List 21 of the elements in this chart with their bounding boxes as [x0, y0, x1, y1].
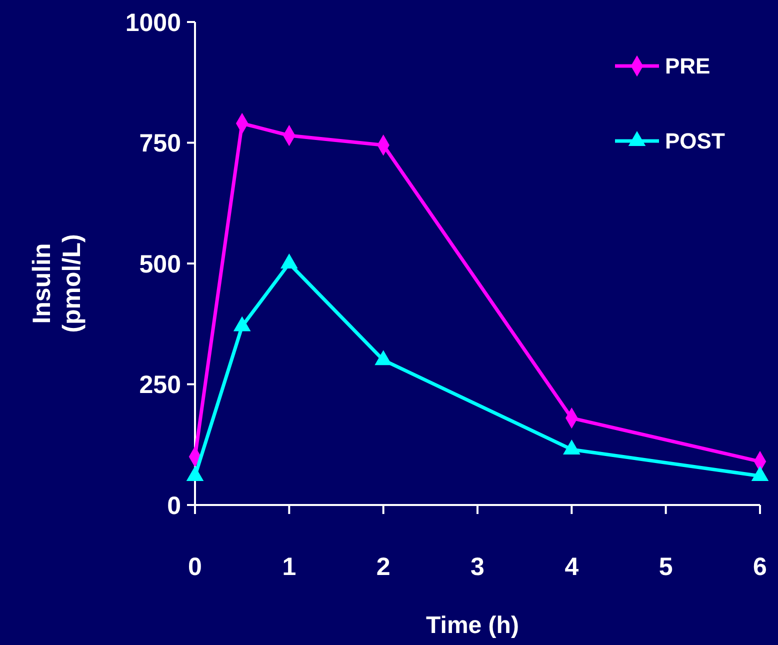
x-axis-title: Time (h) — [426, 612, 519, 639]
y-axis-title: Insulin (pmol/L) — [28, 234, 86, 333]
y-tick-label: 750 — [139, 130, 181, 158]
x-tick-label: 0 — [188, 553, 202, 581]
x-tick-label: 4 — [564, 553, 579, 581]
y-tick-label: 500 — [139, 250, 181, 278]
point — [374, 350, 392, 366]
y-tick-label: 250 — [139, 371, 181, 399]
point — [751, 466, 769, 482]
x-tick-label: 5 — [658, 553, 673, 581]
legend-label: PRE — [665, 54, 710, 79]
point — [186, 466, 204, 482]
point — [563, 439, 580, 454]
x-tick-label: 1 — [282, 553, 296, 581]
x-tick-label: 6 — [753, 553, 767, 581]
x-tick-label: 2 — [376, 553, 390, 581]
legend-label: POST — [665, 128, 726, 154]
x-tick-label: 3 — [470, 553, 484, 581]
point — [233, 316, 251, 332]
y-tick-label: 0 — [167, 492, 181, 520]
y-tick-label: 1000 — [125, 8, 181, 37]
